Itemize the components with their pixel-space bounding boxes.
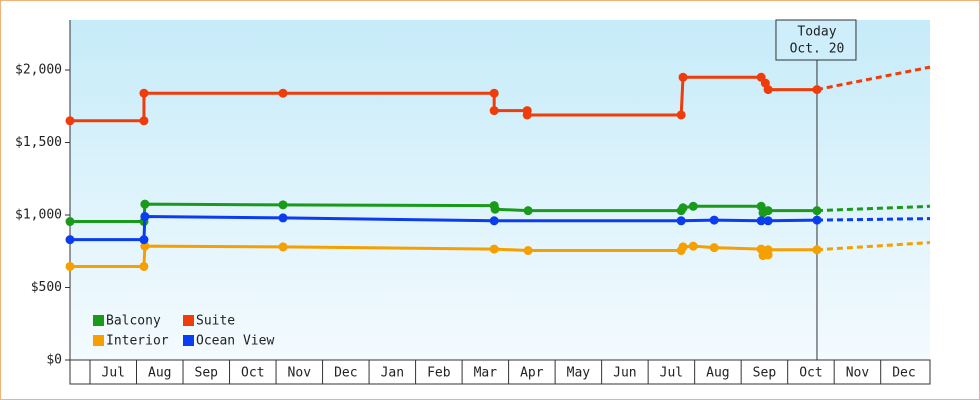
point — [763, 206, 773, 216]
x-tick-label: Sep — [753, 366, 777, 381]
legend-swatch — [183, 315, 194, 326]
point — [278, 213, 288, 223]
x-tick-label: Nov — [846, 366, 870, 381]
point — [678, 242, 688, 252]
point — [139, 235, 149, 245]
legend-label: Suite — [196, 314, 235, 329]
x-tick-label: Aug — [148, 366, 171, 381]
forecast-line — [816, 241, 931, 252]
legend-label: Ocean View — [196, 334, 274, 349]
forecast-line — [816, 217, 931, 222]
point — [65, 261, 75, 271]
point — [139, 116, 149, 126]
today-box — [775, 19, 857, 61]
legend-swatch — [93, 335, 104, 346]
x-tick-label: Jul — [102, 366, 125, 381]
point — [65, 235, 75, 245]
x-tick-label: Feb — [427, 366, 451, 381]
point — [489, 88, 499, 98]
point — [678, 203, 688, 213]
x-tick-label: Aug — [706, 366, 729, 381]
x-tick-label: Dec — [892, 366, 915, 381]
point — [65, 116, 75, 126]
point — [688, 201, 698, 211]
x-tick-label: Dec — [334, 366, 357, 381]
y-tick-label: $0 — [46, 353, 62, 368]
x-tick-label: Jan — [381, 366, 404, 381]
today-label: Today — [797, 25, 836, 40]
x-axis-band — [69, 359, 931, 385]
x-tick-label: Apr — [520, 366, 544, 381]
point — [523, 206, 533, 216]
x-tick-label: Jul — [660, 366, 683, 381]
point — [678, 72, 688, 82]
point — [676, 216, 686, 226]
point — [709, 243, 719, 253]
point — [763, 245, 773, 255]
point — [139, 261, 149, 271]
legend-label: Balcony — [106, 314, 161, 329]
point — [812, 245, 822, 255]
point — [812, 215, 822, 225]
point — [756, 216, 766, 226]
point — [676, 110, 686, 120]
point — [278, 88, 288, 98]
point — [65, 217, 75, 227]
point — [489, 216, 499, 226]
point — [140, 199, 150, 209]
plot-area — [70, 20, 930, 360]
point — [812, 85, 822, 95]
point — [812, 206, 822, 216]
point — [140, 211, 150, 221]
legend-label: Interior — [106, 334, 169, 349]
point — [522, 110, 532, 120]
y-tick-label: $500 — [31, 280, 62, 295]
point — [278, 200, 288, 210]
y-tick-label: $1,500 — [15, 135, 62, 150]
point — [688, 241, 698, 251]
point — [490, 204, 500, 214]
y-tick-label: $1,000 — [15, 208, 62, 223]
x-tick-label: Sep — [195, 366, 219, 381]
point — [763, 216, 773, 226]
y-tick-label: $2,000 — [15, 63, 62, 78]
point — [763, 85, 773, 95]
x-tick-label: May — [567, 366, 591, 381]
point — [489, 244, 499, 254]
x-tick-label: Nov — [288, 366, 312, 381]
x-tick-label: Jun — [613, 366, 636, 381]
today-label: Oct. 20 — [790, 42, 845, 57]
legend-swatch — [183, 335, 194, 346]
x-tick-label: Mar — [474, 366, 498, 381]
legend-swatch — [93, 315, 104, 326]
point — [278, 242, 288, 252]
forecast-line — [816, 204, 931, 213]
x-tick-label: Oct — [241, 366, 264, 381]
point — [523, 246, 533, 256]
point — [139, 88, 149, 98]
x-tick-label: Oct — [799, 366, 822, 381]
point — [489, 106, 499, 116]
point — [709, 215, 719, 225]
